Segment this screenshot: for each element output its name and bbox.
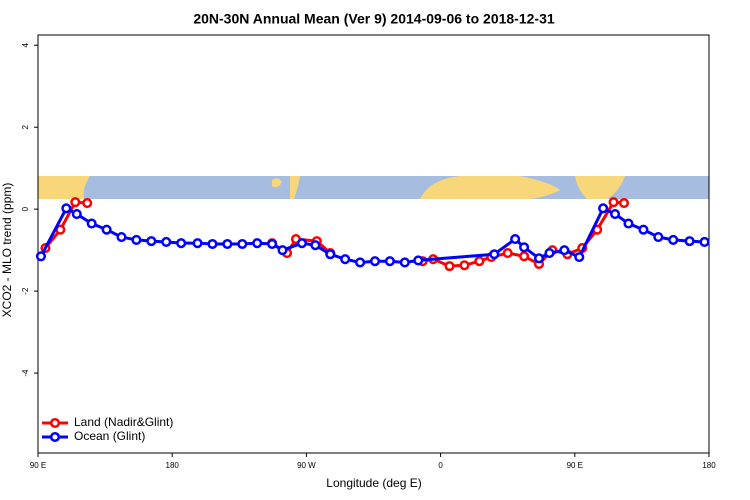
point — [444, 261, 455, 272]
point — [61, 203, 72, 214]
point — [459, 260, 470, 271]
y-tick-label: -4 — [21, 369, 30, 377]
point — [668, 234, 679, 245]
point — [618, 197, 630, 209]
point — [608, 197, 619, 208]
point — [699, 236, 710, 248]
point — [161, 236, 172, 248]
point — [510, 234, 521, 245]
point — [399, 257, 410, 268]
point — [310, 240, 321, 251]
point — [237, 238, 248, 250]
point — [296, 238, 307, 249]
point — [192, 238, 203, 249]
point — [638, 224, 649, 235]
point — [222, 238, 233, 250]
point — [277, 245, 288, 256]
point — [207, 238, 218, 250]
point — [574, 252, 585, 263]
y-tick-label: 4 — [21, 42, 30, 47]
point — [86, 218, 97, 229]
point — [267, 238, 278, 250]
map-strip — [38, 176, 709, 199]
x-tick-label: 90 E — [567, 461, 583, 470]
point — [146, 236, 157, 247]
y-tick-label: 0 — [21, 206, 30, 211]
point — [384, 256, 395, 267]
point — [610, 209, 621, 220]
point — [598, 203, 609, 214]
legend-marker — [49, 417, 61, 429]
point — [369, 256, 381, 267]
y-tick-label: 2 — [21, 124, 30, 129]
x-tick-label: 180 — [166, 461, 180, 470]
x-tick-label: 90 W — [297, 461, 316, 470]
point — [176, 238, 187, 249]
x-tick-label: 0 — [438, 461, 443, 470]
point — [325, 249, 336, 260]
point — [559, 245, 570, 256]
x-tick-label: 180 — [702, 461, 716, 470]
point — [474, 256, 485, 267]
point — [116, 231, 127, 243]
point — [653, 231, 664, 243]
point — [35, 251, 47, 262]
point — [519, 242, 530, 253]
point — [340, 254, 351, 265]
x-axis-label: Longitude (deg E) — [326, 476, 421, 490]
legend-marker — [49, 431, 61, 443]
point — [544, 247, 555, 259]
point — [131, 234, 142, 245]
y-tick-label: -2 — [21, 287, 30, 295]
point — [623, 218, 634, 229]
point — [413, 255, 424, 266]
point — [71, 209, 82, 220]
chart-title: 20N-30N Annual Mean (Ver 9) 2014-09-06 t… — [193, 11, 555, 27]
point — [355, 257, 366, 268]
legend-label: Land (Nadir&Glint) — [74, 415, 173, 429]
point — [82, 197, 93, 209]
point — [533, 253, 545, 264]
y-axis-label: XCO2 - MLO trend (ppm) — [0, 183, 14, 318]
point — [489, 249, 500, 260]
point — [252, 238, 263, 249]
point — [519, 251, 530, 262]
point — [70, 197, 81, 208]
legend-label: Ocean (Glint) — [74, 429, 145, 443]
x-tick-label: 90 E — [30, 461, 46, 470]
point — [502, 247, 513, 259]
point — [101, 224, 112, 235]
point — [684, 236, 695, 247]
